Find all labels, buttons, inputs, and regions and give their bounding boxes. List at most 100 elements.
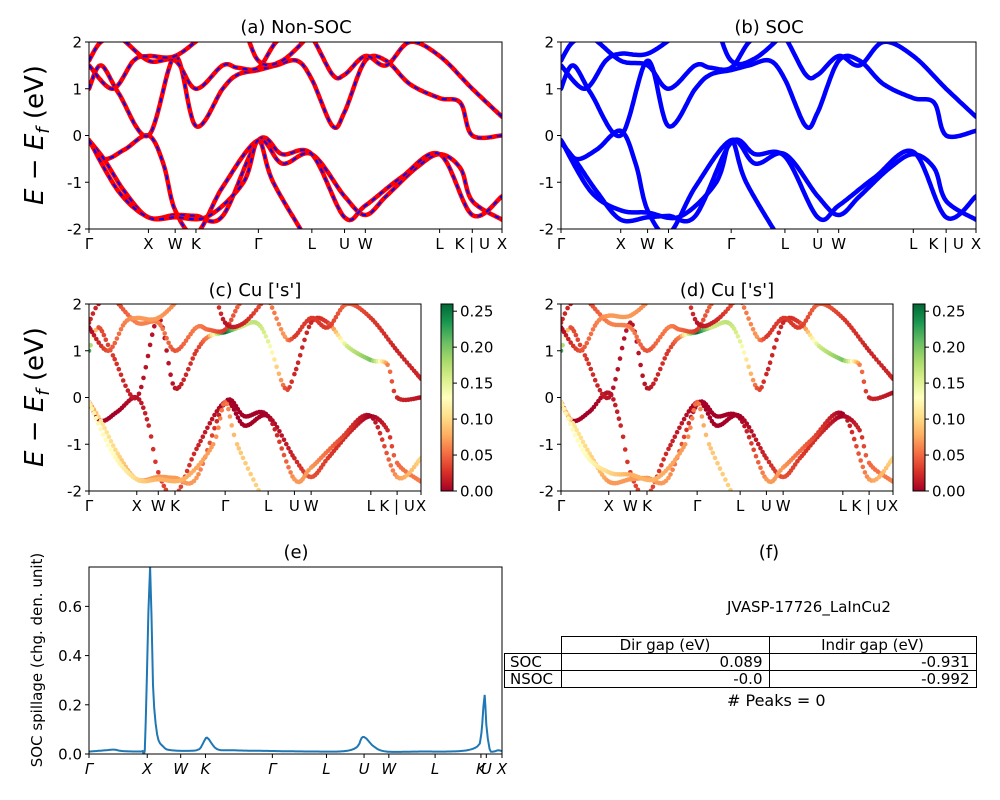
peaks-count: # Peaks = 0: [727, 691, 826, 710]
band-point: [575, 438, 580, 443]
band-point: [753, 453, 759, 459]
band-point: [194, 348, 199, 354]
band-point: [136, 391, 142, 397]
panel-e-plot: 0.00.20.40.6Γ X W K Γ L U W L KU X: [58, 566, 508, 778]
band-point: [586, 361, 591, 367]
colorbar-gradient: [440, 303, 454, 492]
band-point: [561, 348, 564, 354]
band-point: [576, 431, 582, 437]
band-point: [418, 395, 421, 400]
band-point: [183, 338, 189, 344]
x-tick-label: W: [168, 235, 183, 253]
band-point: [180, 294, 185, 299]
band-point: [735, 334, 741, 339]
colorbar-tick-label: 0.25: [460, 303, 493, 321]
band-point: [402, 357, 407, 362]
band-dash-overlay: [89, 139, 302, 229]
band-point: [650, 296, 655, 301]
band-point: [158, 322, 163, 328]
band-point: [186, 335, 191, 340]
band-point: [613, 376, 618, 382]
band-point: [584, 298, 589, 303]
y-tick-label: -2: [67, 483, 82, 501]
band-line: [561, 42, 976, 120]
colorbar-tick-label: 0.10: [932, 411, 965, 429]
band-point: [89, 343, 93, 348]
band-point: [805, 314, 811, 320]
band-point: [879, 472, 884, 477]
band-point: [630, 327, 635, 333]
band-point: [89, 316, 93, 322]
band-point: [276, 371, 282, 377]
band-point: [690, 311, 696, 317]
band-point: [385, 427, 390, 433]
band-point: [701, 423, 706, 428]
band-point: [577, 342, 583, 348]
band-point: [288, 449, 293, 455]
band-point: [661, 287, 666, 292]
band-point: [161, 483, 167, 489]
band-point: [202, 277, 207, 282]
band-point: [890, 456, 893, 461]
band-point: [146, 423, 151, 428]
band-point: [566, 336, 571, 342]
band-point: [196, 280, 201, 285]
band-point: [320, 462, 326, 467]
x-tick-label: X: [416, 497, 426, 515]
colorbar-tick-label: 0.15: [932, 375, 965, 393]
band-point: [386, 457, 392, 462]
x-tick-label: K: [201, 760, 212, 778]
panel-c-title: (c) Cu ['s']: [209, 280, 302, 301]
band-point: [200, 278, 205, 283]
band-point: [216, 425, 221, 431]
x-tick-label: K: [191, 235, 202, 253]
band-point: [166, 360, 171, 366]
band-point: [178, 484, 184, 490]
band-point: [561, 406, 567, 412]
band-point: [705, 308, 710, 314]
x-tick-label: L: [909, 235, 918, 253]
y-tick-label: 2: [544, 34, 554, 52]
band-point: [725, 482, 731, 488]
band-point: [567, 421, 573, 427]
x-tick-label: Γ: [557, 235, 566, 253]
band-point: [624, 328, 629, 333]
band-point: [731, 493, 736, 498]
band-point: [741, 305, 747, 310]
material-id: JVASP-17726_LaInCu2: [727, 598, 891, 616]
band-point: [187, 462, 192, 468]
band-point: [116, 366, 122, 372]
band-point: [120, 378, 126, 383]
band-point: [287, 385, 292, 390]
band-point: [272, 357, 277, 362]
band-point: [592, 377, 598, 383]
band-point: [102, 297, 107, 302]
band-point: [212, 412, 217, 418]
band-point: [746, 364, 751, 370]
band-point: [200, 434, 206, 440]
band-point: [229, 423, 234, 428]
band-point: [164, 348, 169, 353]
panel-b-title: (b) SOC: [734, 17, 803, 38]
band-point: [218, 311, 224, 317]
y-tick-label: -1: [539, 174, 554, 192]
band-point: [108, 447, 113, 453]
band-point: [189, 457, 194, 462]
band-point: [682, 442, 688, 447]
band-point: [565, 327, 570, 333]
y-tick-label: 1: [72, 80, 82, 98]
band-point: [202, 429, 208, 435]
band-point: [703, 313, 708, 318]
band-point: [282, 334, 288, 340]
x-tick-label: K | U: [379, 497, 414, 515]
x-tick-label: X: [496, 760, 508, 778]
y-tick-label: 0.2: [58, 696, 82, 714]
band-point: [666, 282, 671, 287]
x-tick-label: K | U: [851, 497, 886, 515]
band-point: [750, 327, 756, 332]
band-line: [561, 53, 976, 140]
band-point: [166, 340, 171, 346]
panel-a-title: (a) Non-SOC: [240, 17, 351, 38]
band-point: [890, 479, 893, 484]
